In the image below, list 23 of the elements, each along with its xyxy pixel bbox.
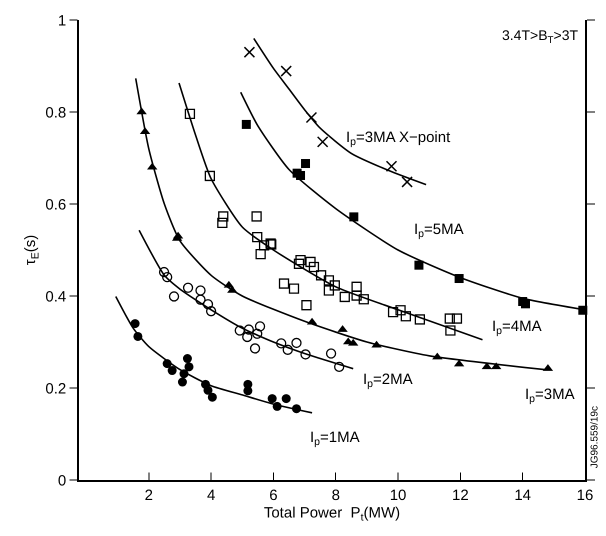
x-tick-label: 4 (206, 486, 216, 504)
series-label: I$_{p}$=1MA (310, 429, 360, 448)
series-label: I$_{p}$=4MA (492, 318, 542, 338)
series-label: I$_{p}$=2MA (363, 371, 413, 390)
series-label: I$_{p}$=3MA X−point (346, 129, 452, 148)
y-tick-label: 0.8 (45, 104, 66, 122)
y-tick-label: 0.6 (45, 196, 66, 214)
x-tick-label: 14 (514, 486, 532, 504)
annotation: 3.4T>B$_{T}$>3T (502, 27, 578, 46)
x-tick-label: 6 (269, 486, 278, 504)
legend-label: I$_{p}$=3MA (525, 386, 575, 406)
x-tick-label: 12 (452, 486, 469, 504)
y-tick-label: 1 (58, 12, 66, 30)
y-tick-label: 0.2 (45, 380, 66, 398)
x-tick-label: 16 (576, 486, 594, 504)
x-tick-label: 2 (144, 486, 153, 504)
text: JG96.559/19c (590, 406, 601, 468)
series-label: I$_{p}$=5MA (414, 221, 464, 240)
y-tick-label: 0.4 (45, 288, 66, 306)
y-tick-label: 0 (58, 472, 66, 490)
x-axis-title: Total Power P$_{t}$(MW) (264, 504, 400, 524)
x-tick-label: 8 (332, 486, 340, 504)
x-tick-label: 10 (390, 486, 406, 504)
